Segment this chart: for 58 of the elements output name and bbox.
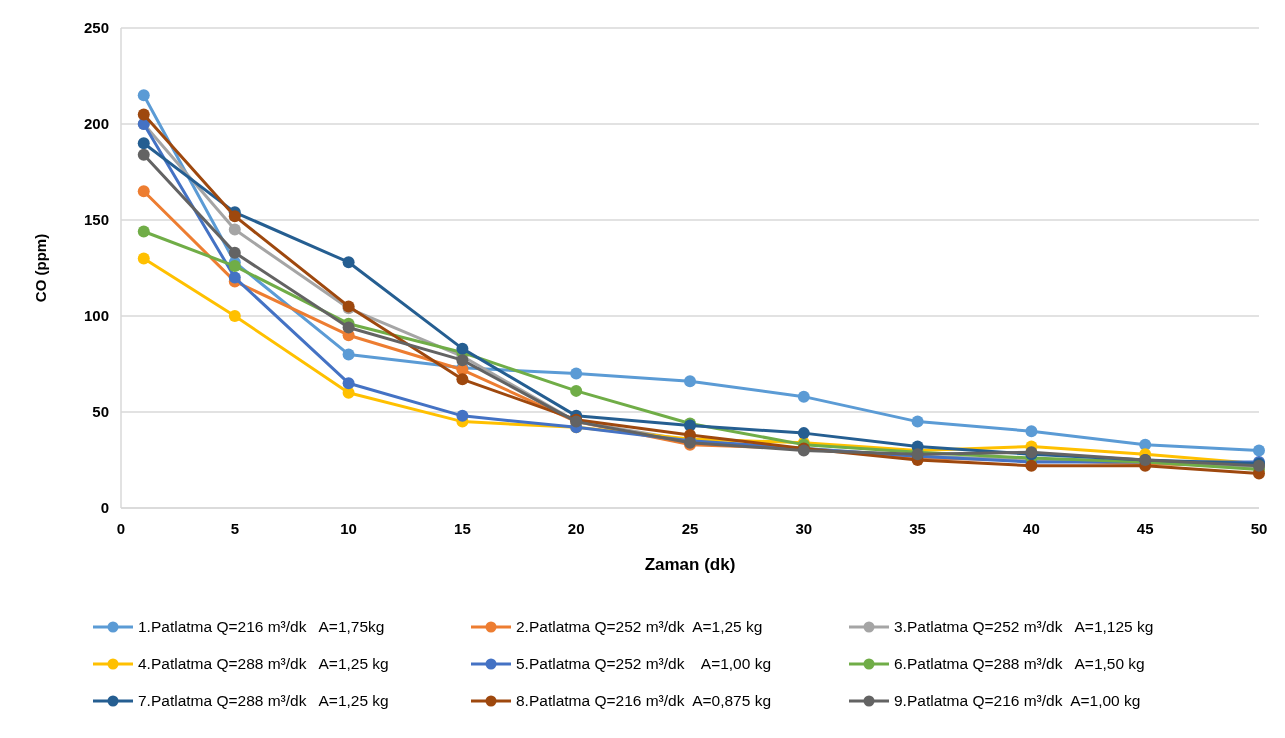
point	[1025, 459, 1038, 472]
point	[137, 148, 150, 161]
point	[228, 223, 241, 236]
point	[456, 342, 469, 355]
point	[137, 252, 150, 265]
y-tick-label: 200	[83, 115, 109, 133]
x-tick-label: 30	[795, 520, 813, 537]
point	[137, 108, 150, 121]
point	[137, 225, 150, 238]
legend-label: 6.Patlatma Q=288 m³/dk A=1,50 kg	[894, 655, 1145, 673]
point	[570, 384, 583, 397]
y-tick-label: 150	[83, 211, 109, 229]
x-tick-label: 25	[681, 520, 699, 537]
point	[342, 321, 355, 334]
legend-label: 8.Patlatma Q=216 m³/dk A=0,875 kg	[516, 692, 772, 710]
point	[342, 348, 355, 361]
y-axis-title: CO (ppm)	[32, 233, 49, 303]
legend-label: 1.Patlatma Q=216 m³/dk A=1,75kg	[138, 618, 385, 636]
point	[228, 210, 241, 223]
point	[456, 409, 469, 422]
point	[1025, 425, 1038, 438]
legend-label: 5.Patlatma Q=252 m³/dk A=1,00 kg	[516, 655, 772, 673]
y-tick-label: 50	[92, 403, 109, 421]
legend-label: 4.Patlatma Q=288 m³/dk A=1,25 kg	[138, 655, 389, 673]
legend-label: 2.Patlatma Q=252 m³/dk A=1,25 kg	[516, 618, 763, 636]
point	[228, 310, 241, 322]
x-tick-label: 10	[340, 520, 357, 537]
x-axis-title: Zaman (dk)	[644, 555, 736, 574]
point	[797, 390, 810, 403]
x-tick-label: 0	[116, 520, 126, 537]
point	[137, 185, 150, 198]
point	[228, 271, 241, 284]
point	[342, 256, 355, 269]
point	[228, 260, 241, 273]
legend-label: 7.Patlatma Q=288 m³/dk A=1,25 kg	[138, 692, 389, 710]
point	[1253, 444, 1265, 457]
x-tick-label: 20	[567, 520, 585, 537]
y-tick-label: 250	[83, 19, 109, 37]
x-tick-label: 15	[454, 520, 471, 537]
legend-label: 3.Patlatma Q=252 m³/dk A=1,125 kg	[894, 618, 1154, 636]
x-tick-label: 40	[1023, 520, 1040, 537]
point	[456, 354, 469, 367]
point	[137, 137, 150, 150]
y-tick-label: 0	[100, 499, 109, 517]
x-tick-label: 35	[909, 520, 926, 537]
legend-label: 9.Patlatma Q=216 m³/dk A=1,00 kg	[894, 692, 1141, 710]
x-tick-label: 5	[230, 520, 239, 537]
point	[911, 415, 924, 428]
point	[456, 373, 469, 386]
x-tick-label: 45	[1136, 520, 1154, 537]
point	[342, 377, 355, 390]
point	[570, 367, 583, 380]
point	[137, 89, 150, 102]
x-tick-label: 50	[1250, 520, 1268, 537]
y-tick-label: 100	[83, 307, 109, 325]
point	[228, 246, 241, 259]
point	[684, 375, 696, 388]
point	[797, 427, 810, 440]
